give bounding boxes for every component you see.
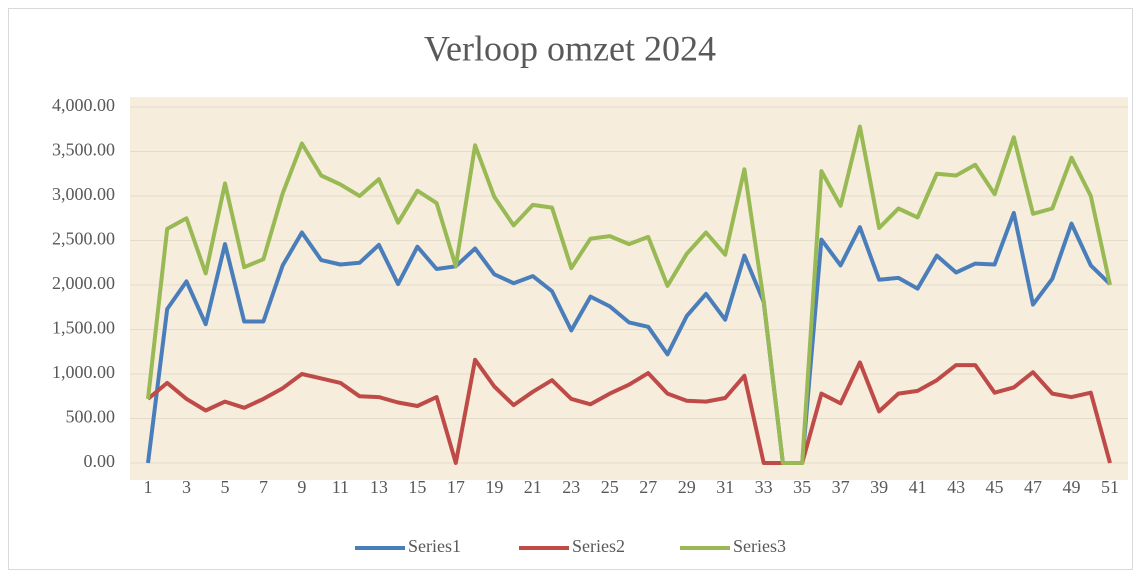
y-tick-label: 0.00 [84, 451, 116, 471]
y-tick-label: 2,500.00 [52, 229, 115, 249]
y-tick-label: 3,500.00 [52, 140, 115, 160]
y-tick-label: 500.00 [66, 407, 116, 427]
x-tick-label: 1 [144, 477, 153, 497]
x-tick-label: 5 [220, 477, 229, 497]
x-tick-label: 15 [408, 477, 426, 497]
legend-label: Series3 [733, 536, 786, 556]
y-tick-label: 3,000.00 [52, 184, 115, 204]
y-tick-label: 4,000.00 [52, 95, 115, 115]
x-tick-label: 27 [639, 477, 657, 497]
x-tick-label: 11 [332, 477, 349, 497]
x-tick-label: 37 [832, 477, 850, 497]
x-tick-label: 25 [601, 477, 619, 497]
series-line [146, 357, 1112, 465]
x-tick-label: 19 [485, 477, 503, 497]
x-tick-label: 7 [259, 477, 268, 497]
x-tick-label: 49 [1063, 477, 1081, 497]
x-tick-label: 41 [909, 477, 927, 497]
x-tick-label: 9 [297, 477, 306, 497]
plot-area [130, 97, 1128, 480]
x-tick-label: 3 [182, 477, 191, 497]
x-tick-label: 47 [1024, 477, 1042, 497]
legend-label: Series2 [572, 536, 625, 556]
legend-label: Series1 [408, 536, 461, 556]
chart-title: Verloop omzet 2024 [424, 28, 716, 68]
y-tick-label: 1,500.00 [52, 318, 115, 338]
x-tick-label: 17 [447, 477, 465, 497]
x-tick-label: 21 [524, 477, 542, 497]
series-line [146, 124, 1112, 465]
x-tick-label: 43 [947, 477, 965, 497]
x-tick-label: 23 [562, 477, 580, 497]
series-line [146, 210, 1112, 465]
x-tick-label: 35 [793, 477, 811, 497]
x-tick-label: 29 [678, 477, 696, 497]
x-tick-label: 31 [716, 477, 734, 497]
y-tick-label: 1,000.00 [52, 362, 115, 382]
x-tick-label: 45 [986, 477, 1004, 497]
x-tick-label: 39 [870, 477, 888, 497]
x-tick-label: 33 [755, 477, 773, 497]
x-tick-label: 51 [1101, 477, 1119, 497]
y-tick-label: 2,000.00 [52, 273, 115, 293]
x-tick-label: 13 [370, 477, 388, 497]
